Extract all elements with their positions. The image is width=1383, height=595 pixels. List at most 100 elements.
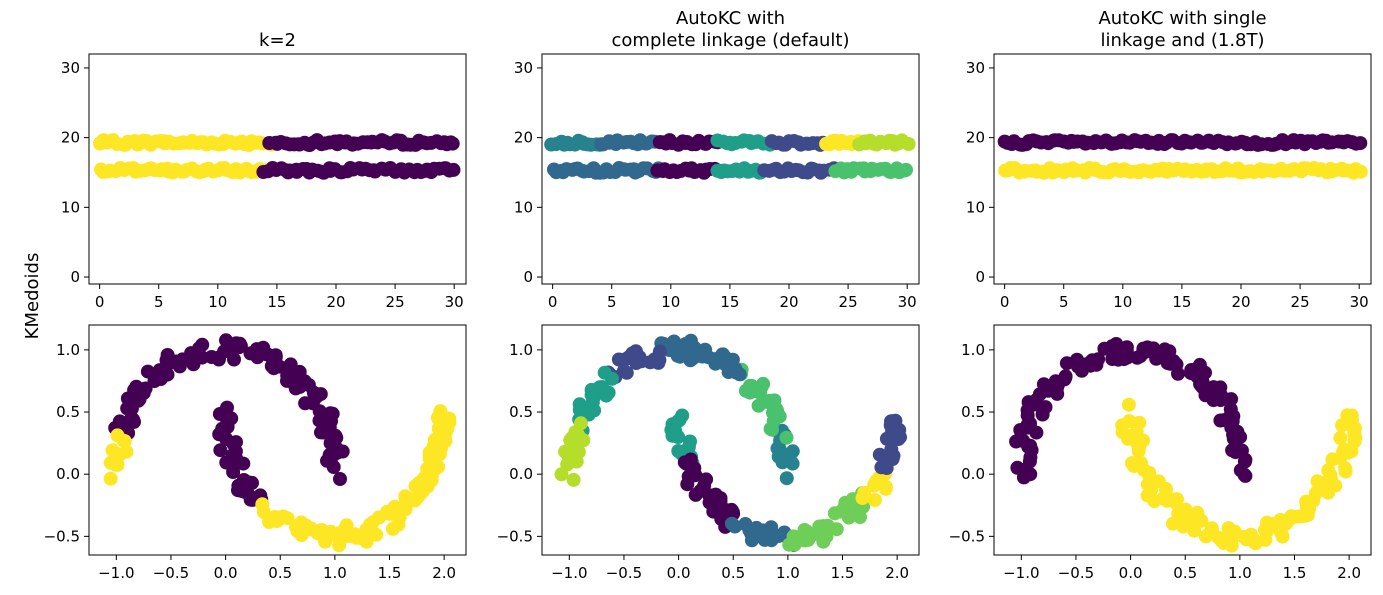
y-tick-label: 30	[966, 59, 985, 77]
x-tick-label: 25	[1291, 293, 1310, 311]
y-tick-label: 0.0	[56, 465, 80, 483]
subplot-title: complete linkage (default)	[612, 30, 850, 51]
points-layer	[93, 133, 461, 180]
subplot-4: −1.0 −0.5 0.0 0.5 1.0 1.5 2.0 −0.5 0.0 0.5 1.0	[44, 324, 467, 582]
data-point	[605, 371, 619, 386]
data-point	[1226, 409, 1241, 424]
data-point	[309, 390, 324, 405]
x-tick-label: 0.5	[268, 564, 292, 582]
data-point	[431, 459, 446, 474]
x-tick-label: 25	[839, 293, 858, 311]
data-point	[186, 357, 201, 372]
data-point	[215, 421, 230, 436]
data-point	[1213, 413, 1228, 428]
x-tick-label: −0.5	[606, 564, 642, 582]
x-tick-label: 5	[154, 293, 164, 311]
data-point	[685, 352, 699, 366]
subplot-6: −1.0 −0.5 0.0 0.5 1.0 1.5 2.0 −0.5 0.0 0.5 1.0	[949, 324, 1372, 582]
data-point	[779, 471, 794, 486]
data-point	[1023, 438, 1038, 453]
y-tick-label: 1.0	[56, 341, 80, 359]
data-point	[329, 430, 344, 445]
x-tick-label: 10	[208, 293, 227, 311]
data-point	[1353, 136, 1368, 151]
y-tick-label: −0.5	[44, 527, 80, 545]
data-point	[1344, 408, 1359, 423]
data-point	[446, 162, 461, 177]
y-tick-label: 0.5	[56, 403, 80, 421]
x-tick-label: −0.5	[153, 564, 189, 582]
figure-ylabel: KMedoids	[22, 253, 43, 340]
data-point	[701, 350, 716, 365]
subplot-title: linkage and (1.8T)	[1100, 30, 1264, 51]
data-point	[569, 453, 584, 468]
x-tick-label: 15	[1172, 293, 1191, 311]
axes-frame	[541, 53, 920, 285]
x-tick-label: −1.0	[551, 564, 587, 582]
data-point	[1162, 493, 1177, 508]
x-tick-label: 15	[720, 293, 739, 311]
axes-frame	[88, 53, 467, 285]
y-tick-label: 0.0	[961, 465, 985, 483]
data-point	[1345, 418, 1360, 433]
data-point	[103, 471, 118, 486]
data-point	[255, 497, 270, 512]
x-tick-label: 1.5	[378, 564, 402, 582]
axes-frame	[541, 324, 920, 556]
data-point	[770, 441, 785, 456]
data-point	[884, 442, 899, 457]
data-point	[1023, 450, 1038, 465]
x-tick-label: 20	[779, 293, 798, 311]
y-tick-label: 30	[61, 59, 80, 77]
data-point	[1059, 356, 1074, 371]
data-point	[849, 504, 864, 519]
data-point	[219, 333, 233, 348]
x-tick-label: 2.0	[432, 564, 456, 582]
data-point	[226, 460, 241, 474]
axes-frame	[993, 324, 1372, 556]
data-point	[1353, 164, 1368, 179]
subplot-title: k=2	[259, 30, 296, 51]
x-tick-label: 0.0	[214, 564, 238, 582]
x-tick-label: 30	[1350, 293, 1369, 311]
y-tick-label: −0.5	[497, 527, 533, 545]
data-point	[584, 382, 599, 397]
data-point	[829, 522, 844, 537]
x-tick-label: 1.5	[831, 564, 855, 582]
data-point	[742, 378, 757, 393]
data-point	[227, 352, 241, 367]
y-tick-label: 20	[61, 129, 80, 147]
x-tick-label: 10	[1113, 293, 1132, 311]
data-point	[420, 461, 435, 476]
points-layer	[997, 133, 1368, 180]
points-layer	[544, 133, 916, 180]
data-point	[564, 431, 579, 446]
data-point	[349, 530, 364, 545]
data-point	[782, 537, 797, 552]
x-tick-label: 0.0	[667, 564, 691, 582]
x-tick-label: 1.0	[776, 564, 800, 582]
data-point	[1333, 431, 1348, 445]
data-point	[702, 495, 717, 510]
data-point	[712, 495, 727, 510]
x-tick-label: 1.0	[323, 564, 347, 582]
data-point	[1132, 415, 1147, 430]
data-point	[204, 350, 219, 364]
data-point	[1206, 380, 1221, 395]
x-tick-label: 30	[898, 293, 917, 311]
data-point	[901, 137, 916, 151]
y-tick-label: 1.0	[961, 341, 985, 359]
axes-frame	[88, 324, 467, 556]
data-point	[1157, 342, 1172, 357]
data-point	[243, 346, 258, 361]
data-point	[771, 529, 786, 543]
points-layer	[1009, 337, 1363, 553]
data-point	[1136, 433, 1150, 448]
data-point	[1121, 397, 1136, 412]
data-point	[1159, 481, 1173, 496]
subplot-title: AutoKC with	[676, 8, 785, 29]
data-point	[314, 425, 328, 440]
data-point	[618, 352, 633, 367]
y-tick-label: 0.5	[961, 403, 985, 421]
